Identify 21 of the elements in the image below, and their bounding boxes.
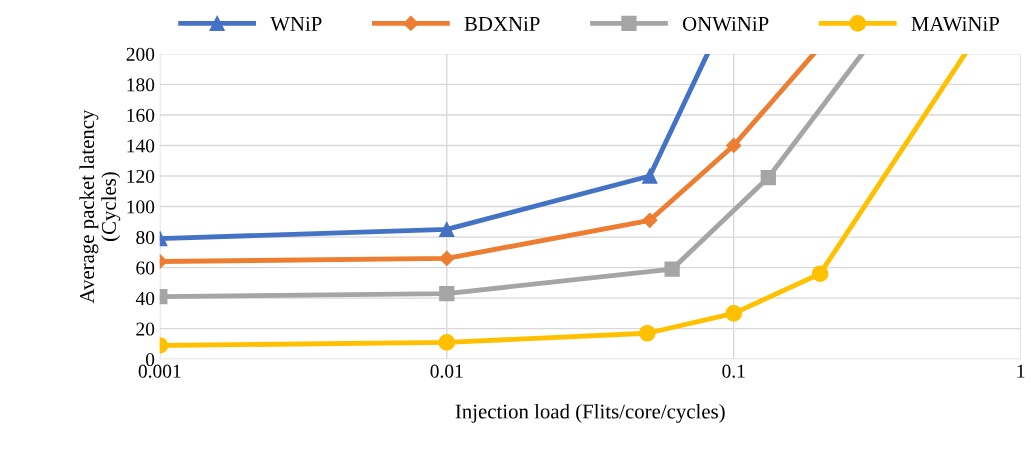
y-tick-label: 20	[136, 322, 155, 336]
x-tick-label: 0.01	[430, 364, 463, 378]
x-axis-title: Injection load (Flits/core/cycles)	[455, 403, 725, 423]
x-tick-label: 0.001	[138, 364, 181, 378]
legend-label: ONWiNiP	[682, 16, 769, 32]
y-tick-label: 180	[127, 78, 155, 92]
y-tick-label: 140	[127, 139, 155, 153]
legend-label: MAWiNiP	[911, 16, 999, 32]
x-tick-label: 0.1	[722, 364, 745, 378]
y-tick-label: 100	[127, 200, 155, 214]
legend-label: WNiP	[270, 16, 322, 32]
y-tick-label: 60	[136, 261, 155, 275]
y-tick-label: 160	[127, 108, 155, 122]
y-axis-title: Average packet latency (Cycles)	[79, 109, 121, 304]
y-tick-label: 80	[136, 230, 155, 245]
y-tick-label: 0	[145, 353, 155, 367]
y-tick-label: 200	[126, 47, 155, 61]
y-tick-label: 120	[127, 169, 155, 183]
y-tick-label: 40	[135, 291, 155, 306]
x-tick-label: 1	[1017, 364, 1025, 378]
legend-label: BDXNiP	[464, 16, 540, 31]
